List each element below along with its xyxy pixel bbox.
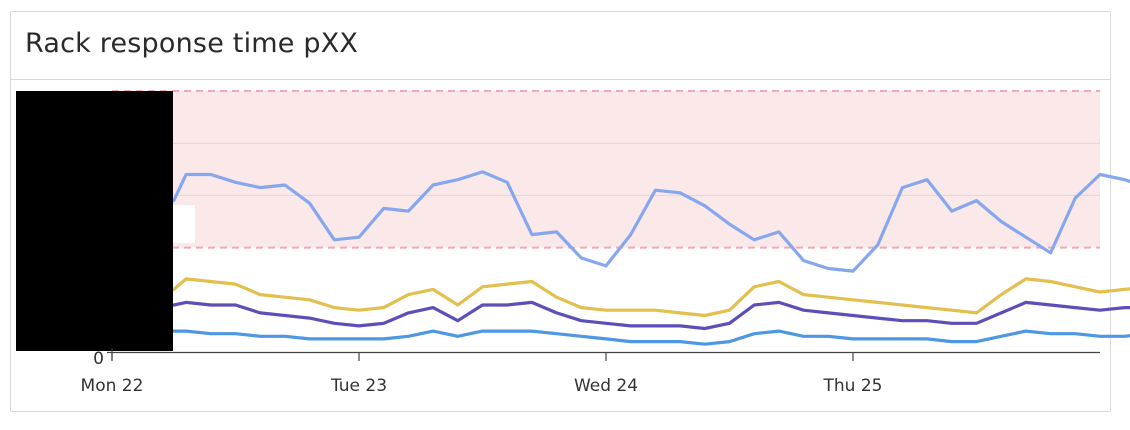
series-line-p90 bbox=[172, 300, 1130, 331]
widget-header: Rack response time pXX bbox=[11, 12, 1110, 80]
x-tick-label-0: Mon 22 bbox=[81, 376, 144, 396]
x-tick-label-3: Thu 25 bbox=[823, 376, 883, 396]
redaction-tab bbox=[173, 205, 195, 243]
series-line-p95 bbox=[172, 277, 1130, 318]
redaction-block bbox=[16, 91, 173, 351]
x-tick-label-1: Tue 23 bbox=[330, 376, 387, 396]
series-line-p50 bbox=[172, 329, 1130, 346]
series-line-p99 bbox=[172, 170, 1130, 273]
threshold-band bbox=[112, 91, 1100, 248]
y-tick-label-0: 0 bbox=[93, 349, 104, 369]
x-tick-label-2: Wed 24 bbox=[574, 376, 638, 396]
widget-title: Rack response time pXX bbox=[25, 28, 359, 59]
